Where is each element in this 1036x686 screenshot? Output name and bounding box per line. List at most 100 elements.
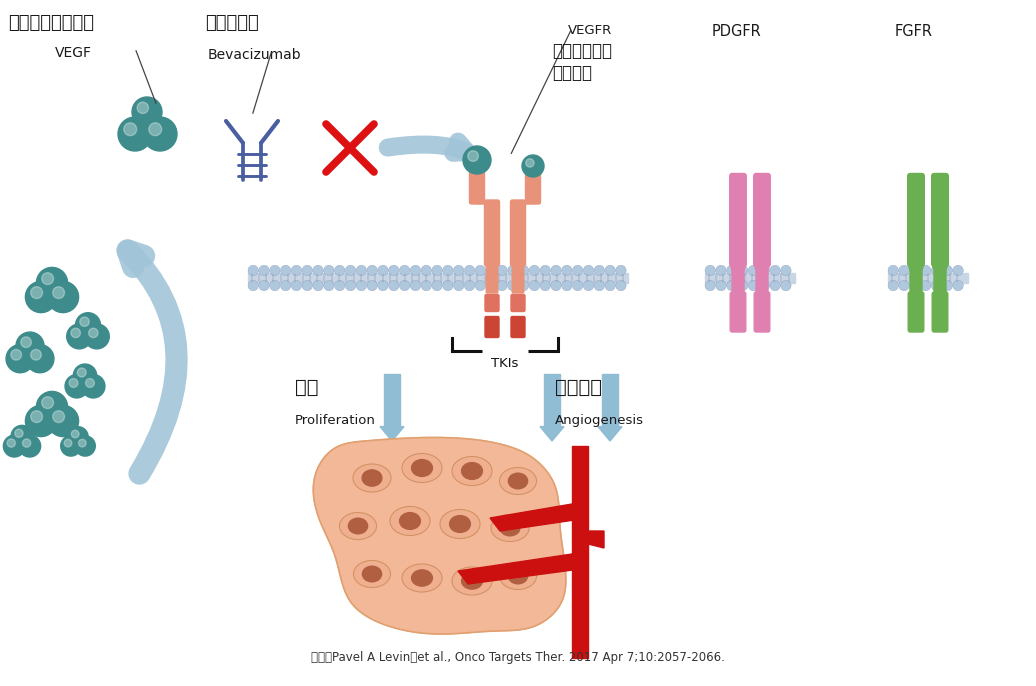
Circle shape <box>522 155 544 177</box>
FancyBboxPatch shape <box>729 174 746 266</box>
Circle shape <box>716 281 726 291</box>
FancyBboxPatch shape <box>934 263 946 293</box>
Text: VEGF: VEGF <box>55 46 92 60</box>
Circle shape <box>75 436 95 456</box>
Circle shape <box>400 281 410 291</box>
Text: PDGFR: PDGFR <box>712 24 761 39</box>
Bar <box>248 273 628 283</box>
Polygon shape <box>572 446 588 658</box>
Circle shape <box>26 281 57 313</box>
Bar <box>706 273 795 283</box>
Text: VEGFR: VEGFR <box>568 24 612 37</box>
Circle shape <box>323 281 335 291</box>
Circle shape <box>726 265 737 276</box>
Polygon shape <box>380 427 404 441</box>
Text: 血管内皮生长因子: 血管内皮生长因子 <box>8 14 94 32</box>
Circle shape <box>53 287 64 298</box>
Circle shape <box>76 313 100 338</box>
Polygon shape <box>598 427 622 441</box>
Circle shape <box>71 430 79 438</box>
Circle shape <box>6 344 34 372</box>
Circle shape <box>605 265 615 276</box>
Bar <box>384 374 400 427</box>
Circle shape <box>313 281 323 291</box>
Circle shape <box>61 436 81 456</box>
Circle shape <box>615 281 626 291</box>
Circle shape <box>738 281 748 291</box>
Text: 贝伐珠单抗: 贝伐珠单抗 <box>205 14 259 32</box>
Circle shape <box>143 117 177 151</box>
FancyArrowPatch shape <box>387 141 467 153</box>
Circle shape <box>388 265 399 276</box>
Circle shape <box>781 281 792 291</box>
Text: 血管生成: 血管生成 <box>555 378 602 397</box>
Ellipse shape <box>402 564 442 592</box>
Ellipse shape <box>462 573 483 589</box>
Circle shape <box>356 265 367 276</box>
Circle shape <box>529 281 540 291</box>
Circle shape <box>7 439 16 447</box>
Circle shape <box>88 328 98 338</box>
Circle shape <box>345 265 355 276</box>
Ellipse shape <box>340 512 376 539</box>
Circle shape <box>432 281 442 291</box>
Ellipse shape <box>499 563 537 589</box>
Ellipse shape <box>348 518 368 534</box>
Circle shape <box>442 281 453 291</box>
Circle shape <box>31 287 42 298</box>
Circle shape <box>464 265 474 276</box>
Ellipse shape <box>411 570 432 586</box>
FancyBboxPatch shape <box>910 263 922 293</box>
Ellipse shape <box>491 514 529 541</box>
Ellipse shape <box>411 460 432 476</box>
FancyBboxPatch shape <box>756 263 768 293</box>
Circle shape <box>731 259 745 273</box>
Circle shape <box>367 281 377 291</box>
Ellipse shape <box>450 516 470 532</box>
Circle shape <box>388 281 399 291</box>
FancyBboxPatch shape <box>525 162 541 204</box>
Ellipse shape <box>440 510 480 539</box>
Circle shape <box>573 265 583 276</box>
Polygon shape <box>490 504 588 531</box>
Circle shape <box>583 281 594 291</box>
Polygon shape <box>540 427 564 441</box>
Circle shape <box>518 281 528 291</box>
Ellipse shape <box>462 462 483 480</box>
Text: Angiogenesis: Angiogenesis <box>555 414 644 427</box>
Circle shape <box>931 281 942 291</box>
Circle shape <box>605 281 615 291</box>
Text: Proliferation: Proliferation <box>295 414 376 427</box>
Circle shape <box>899 281 910 291</box>
Ellipse shape <box>509 568 527 584</box>
Circle shape <box>770 265 780 276</box>
Circle shape <box>615 265 626 276</box>
Circle shape <box>463 146 491 174</box>
Polygon shape <box>588 531 604 548</box>
Bar <box>888 273 968 283</box>
FancyBboxPatch shape <box>754 292 770 332</box>
Circle shape <box>770 281 780 291</box>
Circle shape <box>378 281 388 291</box>
Circle shape <box>303 281 313 291</box>
Circle shape <box>562 281 572 291</box>
Circle shape <box>21 337 31 348</box>
Text: 来源：Pavel A Levin，et al., Onco Targets Ther. 2017 Apr 7;10:2057-2066.: 来源：Pavel A Levin，et al., Onco Targets Th… <box>311 651 725 664</box>
Ellipse shape <box>363 566 381 582</box>
Circle shape <box>551 281 562 291</box>
Polygon shape <box>458 554 588 584</box>
Circle shape <box>464 281 474 291</box>
Circle shape <box>36 268 67 298</box>
Circle shape <box>748 281 758 291</box>
Circle shape <box>132 97 162 127</box>
Circle shape <box>19 435 40 457</box>
Circle shape <box>400 265 410 276</box>
Ellipse shape <box>500 520 520 536</box>
Circle shape <box>899 265 910 276</box>
Circle shape <box>594 265 605 276</box>
FancyBboxPatch shape <box>485 200 499 266</box>
Bar <box>602 374 618 427</box>
Circle shape <box>454 281 464 291</box>
Circle shape <box>64 439 71 447</box>
FancyBboxPatch shape <box>931 174 948 266</box>
